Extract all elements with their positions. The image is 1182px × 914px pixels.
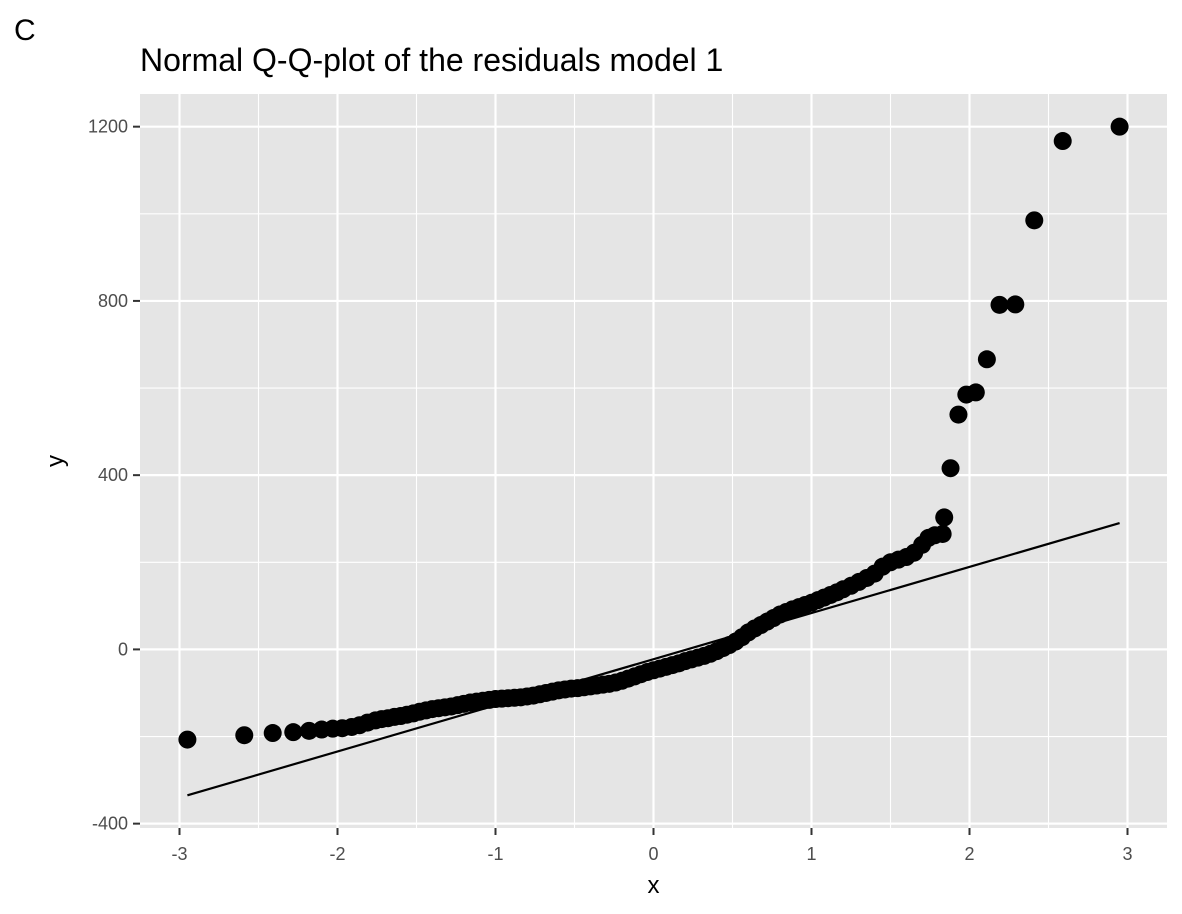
data-point [235, 726, 254, 745]
x-tick-label: 0 [648, 844, 658, 864]
data-point [949, 405, 968, 424]
data-point [1053, 132, 1072, 151]
data-point [977, 350, 996, 369]
points-layer [178, 117, 1129, 749]
data-point [178, 730, 197, 749]
major-gridlines [140, 94, 1167, 828]
data-point [966, 383, 985, 402]
chart-title: Normal Q-Q-plot of the residuals model 1 [140, 42, 724, 78]
y-axis-title: y [42, 455, 69, 467]
data-point [1110, 117, 1129, 136]
axis-ticks [133, 125, 1129, 835]
x-tick-label: -1 [487, 844, 503, 864]
x-tick-label: -3 [171, 844, 187, 864]
data-point [1006, 295, 1025, 314]
y-tick-label: 800 [98, 291, 128, 311]
data-point [933, 524, 952, 543]
y-tick-label: 0 [118, 639, 128, 659]
x-tick-label: 2 [964, 844, 974, 864]
x-tick-label: 3 [1122, 844, 1132, 864]
y-tick-label: 400 [98, 465, 128, 485]
data-point [941, 459, 960, 478]
data-point [935, 508, 954, 527]
axis-tick-labels: -3 -2 -1 0 1 2 3 -400 0 400 800 1200 [88, 117, 1133, 864]
data-point [284, 723, 303, 742]
y-tick-label: 1200 [88, 117, 128, 137]
x-tick-label: 1 [806, 844, 816, 864]
data-point [263, 724, 282, 743]
panel-tag: C [14, 14, 36, 47]
x-axis-title: x [648, 872, 660, 899]
x-tick-label: -2 [329, 844, 345, 864]
y-tick-label: -400 [92, 814, 128, 834]
data-point [1025, 211, 1044, 230]
data-point [990, 295, 1009, 314]
qq-reference-line [187, 522, 1120, 797]
reference-line-layer [187, 522, 1120, 797]
